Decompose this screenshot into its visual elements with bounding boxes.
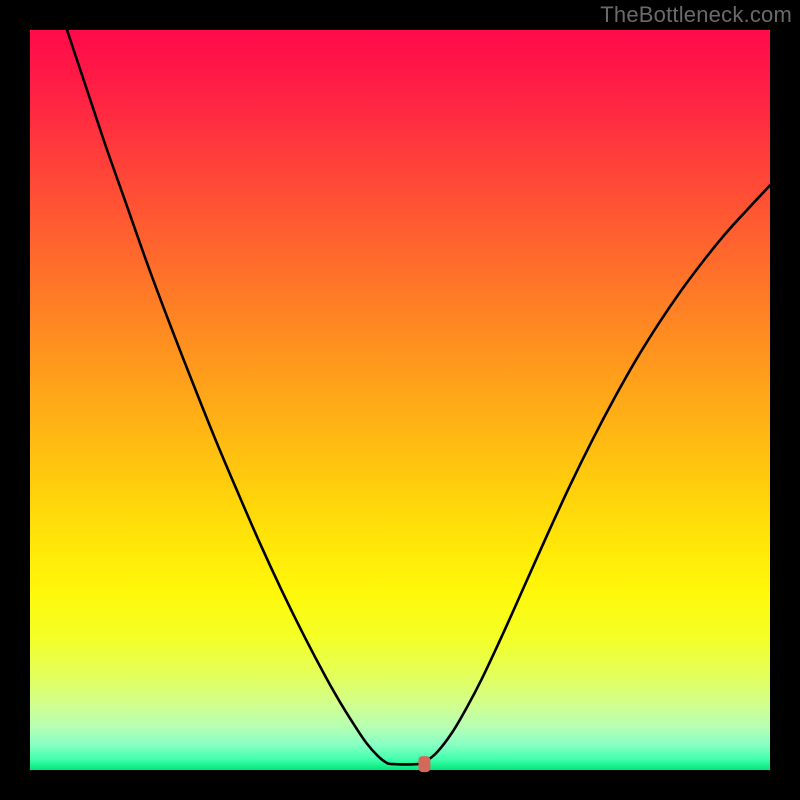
optimal-point-marker (418, 756, 430, 772)
gradient-background (30, 30, 770, 770)
chart-container: TheBottleneck.com (0, 0, 800, 800)
bottleneck-chart (0, 0, 800, 800)
watermark-text: TheBottleneck.com (600, 2, 792, 28)
